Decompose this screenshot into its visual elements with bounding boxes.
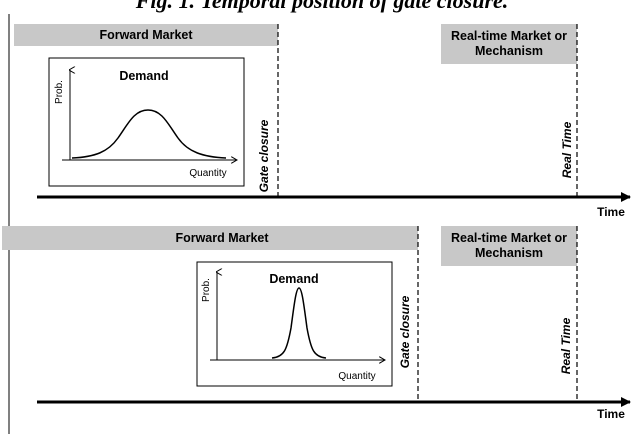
real-time-label: Real Time xyxy=(559,317,573,374)
demand-title: Demand xyxy=(269,272,318,286)
gate-closure-label: Gate closure xyxy=(398,295,412,368)
demand-title: Demand xyxy=(119,69,168,83)
quantity-label: Quantity xyxy=(338,371,375,382)
panel-1: Forward Market Real-time Market or Mecha… xyxy=(14,24,631,219)
prob-label: Prob. xyxy=(201,278,212,302)
demand-curve-narrow xyxy=(271,287,327,359)
time-label: Time xyxy=(597,205,625,219)
figure-title: Fig. 1. Temporal position of gate closur… xyxy=(135,0,509,13)
panel-2: Forward Market Real-time Market or Mecha… xyxy=(2,226,631,421)
forward-market-bar xyxy=(2,226,418,250)
gate-closure-label: Gate closure xyxy=(257,119,271,192)
realtime-market-label-line1: Real-time Market or xyxy=(451,29,567,43)
demand-box xyxy=(48,57,245,187)
forward-market-label: Forward Market xyxy=(99,28,193,42)
realtime-market-label-line2: Mechanism xyxy=(475,44,543,58)
realtime-market-bar xyxy=(441,226,577,266)
prob-label: Prob. xyxy=(54,80,65,104)
forward-market-label: Forward Market xyxy=(175,231,269,245)
demand-curve-wide xyxy=(71,109,227,159)
real-time-label: Real Time xyxy=(560,121,574,178)
demand-box xyxy=(196,261,393,387)
quantity-label: Quantity xyxy=(189,168,226,179)
time-label: Time xyxy=(597,407,625,421)
realtime-market-label-line2: Mechanism xyxy=(475,246,543,260)
realtime-market-bar xyxy=(441,24,577,64)
forward-market-bar xyxy=(14,24,278,46)
realtime-market-label-line1: Real-time Market or xyxy=(451,231,567,245)
